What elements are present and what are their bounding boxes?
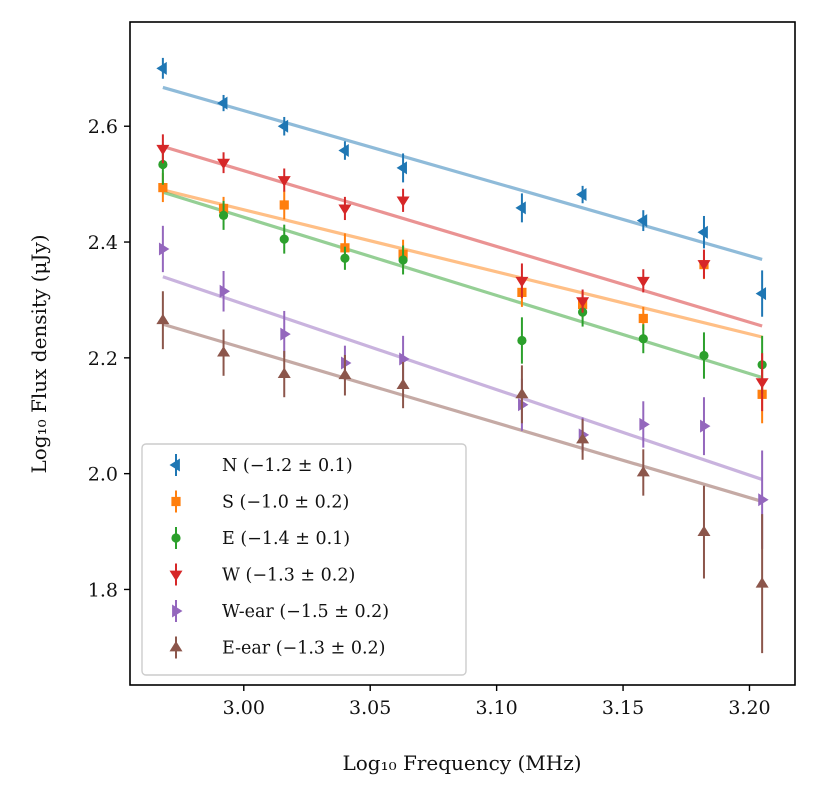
data-point-s <box>158 183 168 193</box>
data-point-e-ear <box>156 313 170 325</box>
legend-marker-e <box>171 533 181 543</box>
data-point-n <box>277 119 289 133</box>
data-point-w <box>277 176 291 187</box>
data-point-s <box>279 200 289 210</box>
series-w <box>156 134 769 412</box>
series-e-ear <box>156 291 769 654</box>
data-point-e-ear <box>277 367 291 378</box>
legend-entry-n: N (−1.2 ± 0.1) <box>169 454 353 476</box>
fit-line-e <box>162 190 763 380</box>
data-point-e <box>340 253 350 263</box>
data-point-w-ear <box>280 327 291 341</box>
data-point-w-ear <box>158 242 170 256</box>
fit-line-s <box>162 188 763 339</box>
fit-line-w <box>162 144 763 328</box>
y-tick-label: 1.8 <box>88 579 118 601</box>
data-point-w <box>697 260 711 271</box>
data-point-w <box>338 204 352 215</box>
data-point-e <box>398 255 408 265</box>
legend-label-e-ear: E-ear (−1.3 ± 0.2) <box>222 639 386 659</box>
y-tick-label: 2.4 <box>88 232 118 254</box>
legend-label-n: N (−1.2 ± 0.1) <box>222 456 353 476</box>
data-point-e-ear <box>217 346 231 357</box>
legend-entry-w-ear: W-ear (−1.5 ± 0.2) <box>172 600 389 622</box>
legend-label-w: W (−1.3 ± 0.2) <box>222 566 355 586</box>
x-tick-label: 3.10 <box>475 697 517 719</box>
data-point-w-ear <box>518 398 529 412</box>
legend-marker-s <box>171 496 181 507</box>
data-point-w <box>217 158 231 170</box>
legend-label-e: E (−1.4 ± 0.1) <box>222 529 350 549</box>
data-point-n <box>636 214 648 228</box>
x-tick-label: 3.20 <box>728 697 770 719</box>
legend: N (−1.2 ± 0.1) S (−1.0 ± 0.2) E (−1.4 ± 0.… <box>141 443 467 676</box>
legend-entry-s: S (−1.0 ± 0.2) <box>171 490 349 513</box>
data-point-e <box>218 210 229 220</box>
x-axis-title: Log₁₀ Frequency (MHz) <box>342 751 581 775</box>
data-point-w-ear <box>219 284 231 298</box>
legend-marker-w <box>169 570 183 581</box>
legend-entry-w: W (−1.3 ± 0.2) <box>169 563 355 586</box>
data-point-w-ear <box>639 417 650 431</box>
data-point-w-ear <box>399 352 410 366</box>
fit-line-e-ear <box>162 322 763 503</box>
data-point-w-ear <box>758 493 769 507</box>
data-point-e-ear <box>338 368 352 380</box>
data-point-e <box>279 234 289 244</box>
data-point-n <box>396 161 407 175</box>
data-point-n <box>576 188 587 202</box>
data-point-n <box>338 144 349 158</box>
x-tick-label: 3.15 <box>602 697 644 719</box>
axis-ticks: 3.00 3.05 3.10 3.15 3.20 1.8 2.0 2.2 2.4 2.6 <box>88 116 771 719</box>
data-point-n <box>755 287 767 301</box>
axes-frame <box>129 21 796 686</box>
x-tick-label: 3.00 <box>223 697 265 719</box>
fit-line-n <box>162 85 763 261</box>
data-point-e-ear <box>697 525 711 537</box>
legend-marker-n <box>169 458 180 472</box>
fit-line-w-ear <box>162 275 763 481</box>
data-point-n <box>156 61 167 75</box>
data-point-n <box>217 96 228 110</box>
data-point-n <box>515 201 526 215</box>
legend-marker-w-ear <box>172 604 183 618</box>
legend-box <box>141 443 467 676</box>
y-axis-title: Log₁₀ Flux density (μJy) <box>27 234 51 473</box>
data-point-n <box>697 225 708 239</box>
data-point-w <box>755 378 769 389</box>
data-point-e-ear <box>515 387 529 399</box>
data-point-e <box>158 159 168 170</box>
data-point-e-ear <box>576 432 590 444</box>
data-point-w <box>515 276 529 288</box>
data-point-w <box>576 297 590 308</box>
data-point-e <box>638 334 648 344</box>
legend-entry-e-ear: E-ear (−1.3 ± 0.2) <box>169 636 386 659</box>
y-tick-label: 2.2 <box>88 348 118 370</box>
data-point-s <box>638 313 648 324</box>
plot-area <box>156 57 769 654</box>
data-point-e-ear <box>396 378 410 389</box>
data-point-e-ear <box>755 577 769 588</box>
y-tick-label: 2.6 <box>88 116 118 138</box>
data-point-w-ear <box>700 419 711 433</box>
legend-label-s: S (−1.0 ± 0.2) <box>222 493 349 513</box>
data-point-e <box>517 335 527 346</box>
data-point-w <box>156 144 170 156</box>
data-point-w <box>396 196 410 207</box>
data-point-w-ear <box>341 356 352 370</box>
legend-entry-e: E (−1.4 ± 0.1) <box>171 527 350 549</box>
legend-label-w-ear: W-ear (−1.5 ± 0.2) <box>222 602 389 622</box>
series-n <box>156 57 767 317</box>
data-point-e <box>699 350 709 361</box>
x-tick-label: 3.05 <box>349 697 391 719</box>
y-tick-label: 2.0 <box>88 464 118 486</box>
data-point-w <box>636 276 650 288</box>
legend-marker-e-ear <box>169 641 183 652</box>
data-point-e-ear <box>636 465 650 477</box>
